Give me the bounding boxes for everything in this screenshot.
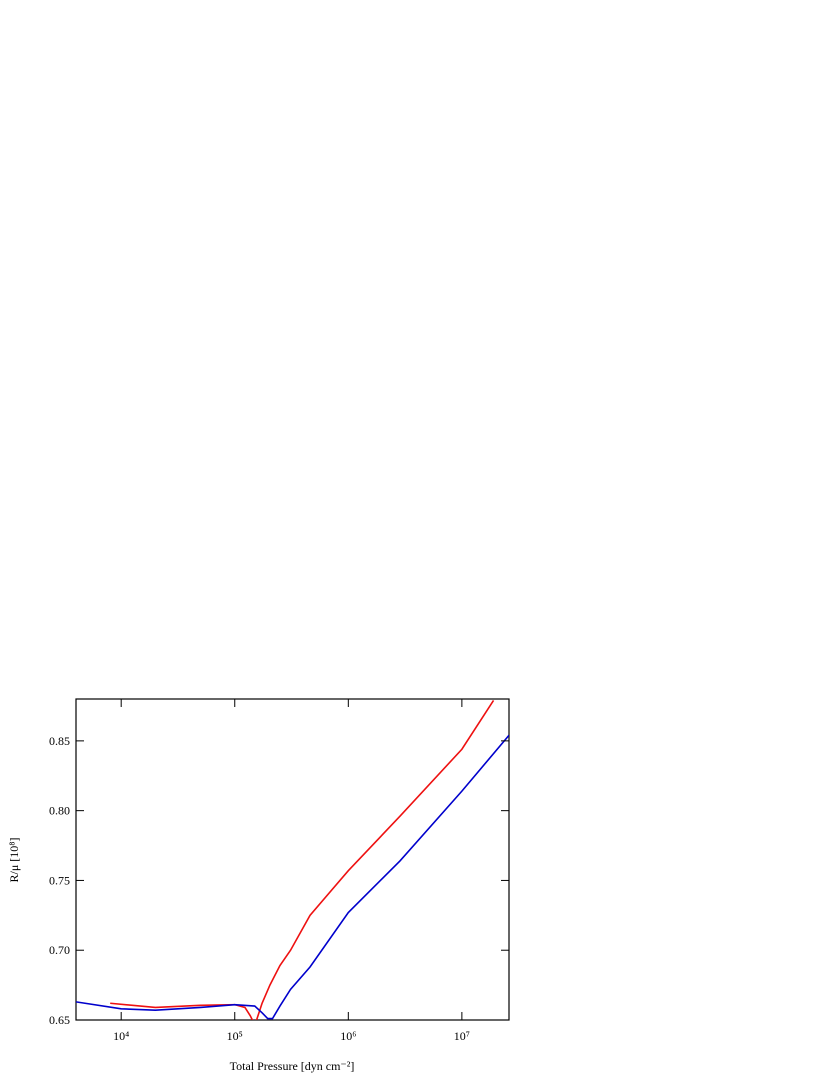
y-tick-label: 0.80 [49, 804, 70, 818]
y-tick-label: 0.65 [49, 1013, 70, 1027]
x-tick-label: 10⁶ [340, 1029, 356, 1043]
y-tick-label: 0.75 [49, 873, 70, 887]
x-tick-label: 10⁵ [227, 1029, 243, 1043]
y-tick-label: 0.85 [49, 734, 70, 748]
plot-lines [76, 699, 509, 1020]
y-tick-label: 0.70 [49, 943, 70, 957]
series-line [76, 734, 509, 1020]
x-tick-label: 10⁴ [113, 1029, 129, 1043]
x-tick-label: 10⁷ [454, 1029, 470, 1043]
y-axis-label: R/μ [10⁸] [7, 838, 21, 883]
x-axis-label: Total Pressure [dyn cm⁻²] [230, 1059, 355, 1073]
plot-frame [75, 698, 510, 1021]
